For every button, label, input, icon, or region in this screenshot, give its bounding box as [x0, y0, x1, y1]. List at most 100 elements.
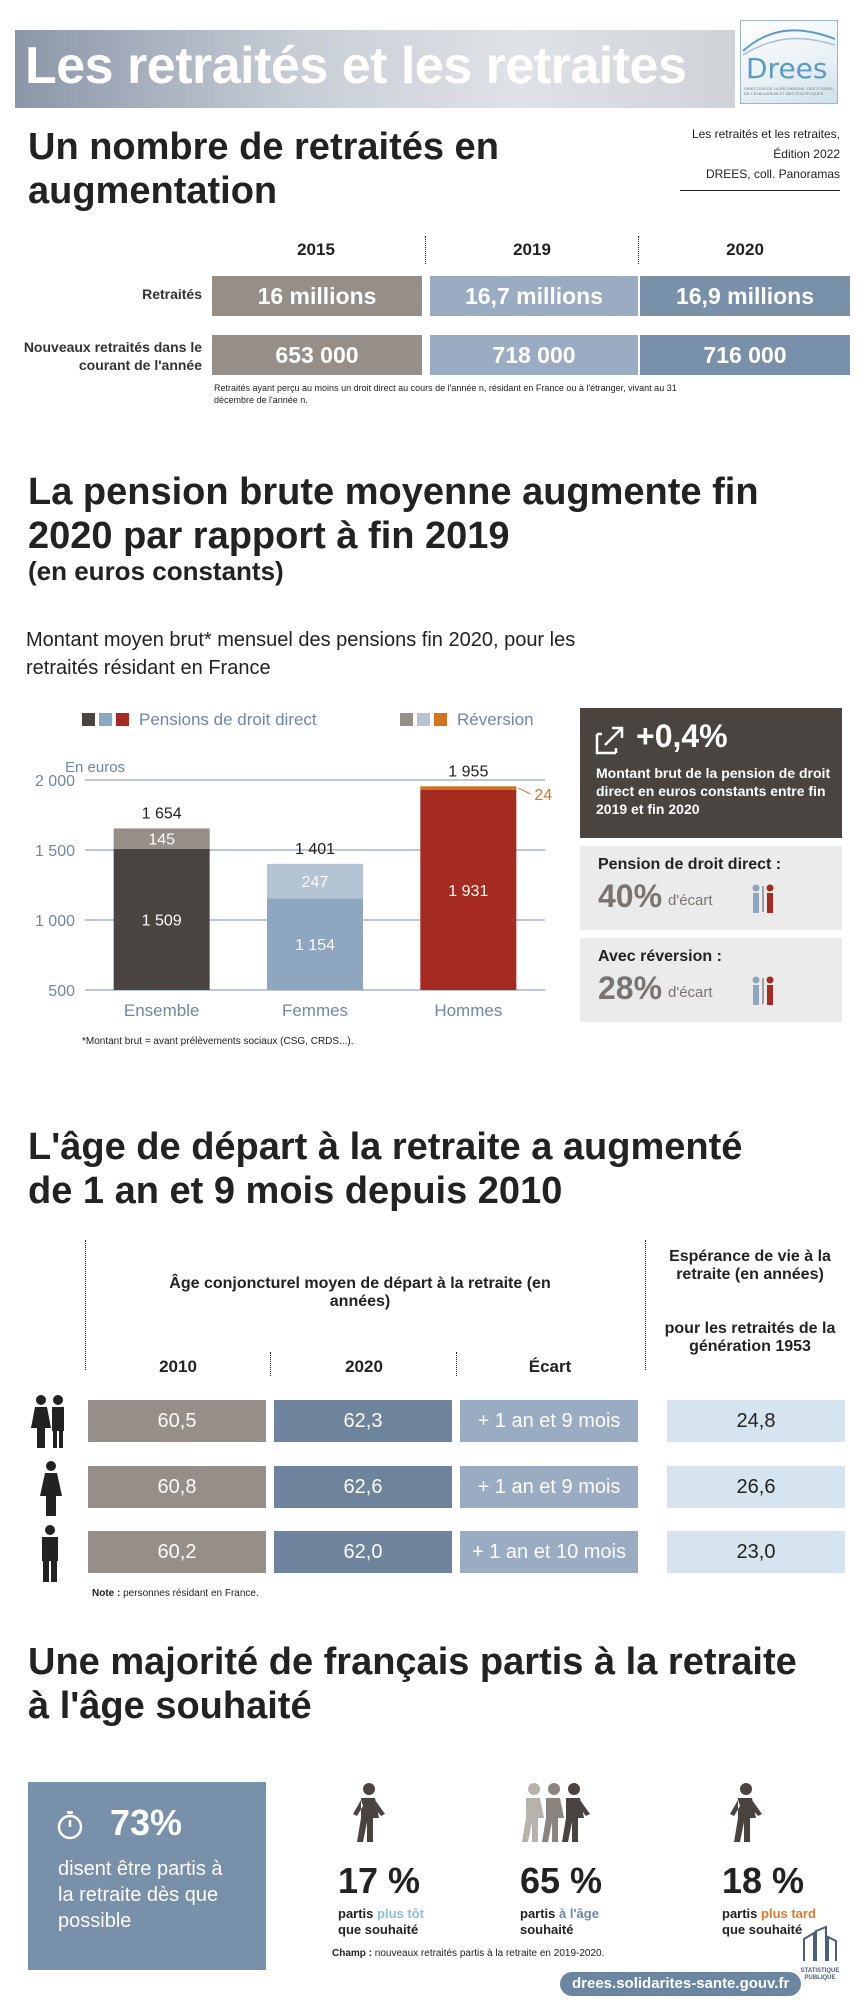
life-expectancy: 23,0: [667, 1531, 845, 1573]
bar-reversion-label: 24: [534, 787, 552, 804]
note-label: Note :: [92, 1588, 121, 1599]
stat-label-pre: partis: [520, 1906, 560, 1921]
stat-label-pre: partis: [338, 1906, 378, 1921]
bar-reversion-label: 247: [302, 874, 329, 891]
kpi-label: Avec réversion :: [598, 948, 722, 965]
kpi-text: Montant brut de la pension de droit dire…: [596, 765, 831, 817]
bar-reversion-label: 145: [148, 832, 175, 849]
stat-label-post: que souhaité: [722, 1922, 803, 1937]
trend-arrow-icon: [595, 726, 624, 755]
y-tick-label: 2 000: [35, 773, 75, 790]
x-tick-label: Hommes: [434, 1001, 502, 1020]
divider: [270, 1352, 271, 1376]
chart-description: Montant moyen brut* mensuel des pensions…: [26, 629, 576, 679]
bar-direct-label: 1 509: [142, 912, 182, 929]
source-line: Les retraités et les retraites,: [691, 127, 840, 141]
stat-label: partis plus tôt que souhaité: [338, 1906, 468, 1938]
value-cell: 16,9 millions: [640, 276, 850, 316]
legend-direct: Pensions de droit direct: [82, 710, 317, 730]
note-text: personnes résidant en France.: [120, 1588, 259, 1599]
website-link[interactable]: drees.solidarites-sante.gouv.fr: [560, 1972, 802, 1996]
stat-label-post: souhaité: [520, 1922, 574, 1937]
stat-value: 65 %: [520, 1860, 603, 1901]
life-expectancy: 24,8: [667, 1400, 845, 1442]
value-cell: 716 000: [640, 335, 850, 375]
section2-subtitle: (en euros constants): [28, 556, 284, 586]
bar-direct: [113, 848, 210, 990]
year-2019: 2019: [513, 240, 551, 259]
age-2020: 62,3: [274, 1400, 452, 1442]
value-cell: 16 millions: [212, 276, 422, 316]
main-stat-value: 73%: [110, 1802, 183, 1843]
section3-title: L'âge de départ à la retraite a augmenté…: [28, 1126, 743, 1212]
age-2020: 62,0: [274, 1531, 452, 1573]
col-2020: 2020: [345, 1357, 383, 1376]
pension-chart: En euros 500 1 000 1 500 2 000 1 509 145 1 654 E…: [35, 759, 552, 1020]
legend-swatch: [116, 713, 129, 726]
stat-label-post: que souhaité: [338, 1922, 419, 1937]
walker-icon: [353, 1783, 385, 1842]
champ-label: Champ :: [332, 1948, 372, 1959]
row-label-nouveaux: Nouveaux retraités dans le courant de l'…: [23, 339, 202, 373]
source-block: Les retraités et les retraites, Édition …: [680, 124, 840, 191]
row-label-retraites: Retraités: [142, 286, 202, 302]
x-tick-label: Ensemble: [124, 1001, 200, 1020]
source-line: Édition 2022: [773, 147, 840, 161]
champ-text: nouveaux retraités partis à la retraite …: [372, 1948, 605, 1959]
bar-reversion: [420, 786, 517, 790]
kpi-direct: Pension de droit direct : 40% d'écart: [580, 846, 842, 930]
stat-label: partis à l'âge souhaité: [520, 1906, 650, 1938]
statistique-publique-icon: [803, 1925, 837, 1961]
stat-label-highlight: plus tard: [761, 1906, 816, 1921]
stat-value: 17 %: [338, 1860, 421, 1901]
legend-reversion: Réversion: [400, 710, 534, 730]
bar-total-label: 1 654: [142, 805, 182, 822]
value-cell: 718 000: [430, 335, 638, 375]
legend-swatch: [99, 713, 112, 726]
value-cell: 653 000: [212, 335, 422, 375]
y-tick-label: 500: [48, 983, 75, 1000]
legend-swatch: [434, 713, 447, 726]
age-gap: + 1 an et 10 mois: [460, 1531, 638, 1573]
gender-icon: [752, 884, 774, 913]
source-line: DREES, coll. Panoramas: [705, 167, 840, 181]
main-stat-box: 73% disent être partis à la retraite dès…: [28, 1782, 266, 1970]
kpi-unit: d'écart: [668, 984, 713, 1001]
divider: [85, 1240, 86, 1370]
y-axis-label: En euros: [65, 759, 125, 776]
bar-total-label: 1 955: [448, 763, 488, 780]
legend-swatch: [82, 713, 95, 726]
age-header: Âge conjoncturel moyen de départ à la re…: [169, 1275, 551, 1310]
age-gap: + 1 an et 9 mois: [460, 1466, 638, 1508]
stat-value: 18 %: [722, 1860, 805, 1901]
kpi-unit: d'écart: [668, 892, 713, 909]
x-tick-label: Femmes: [282, 1001, 348, 1020]
section4-champ: Champ : nouveaux retraités partis à la r…: [332, 1948, 604, 1960]
kpi-reversion: Avec réversion : 28% d'écart: [580, 938, 842, 1022]
stat-label-highlight: plus tôt: [377, 1906, 424, 1921]
y-tick-label: 1 500: [35, 843, 75, 860]
gender-icon: [752, 976, 774, 1005]
header-banner: [15, 30, 735, 108]
kpi-evolution: +0,4% Montant brut de la pension de droi…: [580, 708, 842, 838]
bar-direct: [420, 789, 517, 990]
kpi-value: +0,4%: [636, 718, 728, 754]
year-2020: 2020: [726, 240, 764, 259]
reversion-leader: [518, 787, 531, 795]
bar-reversion: [113, 828, 210, 849]
section2-title: La pension brute moyenne augmente fin 20…: [28, 471, 759, 557]
divider: [645, 1240, 646, 1370]
col-ecart: Écart: [528, 1357, 572, 1376]
age-2020: 62,6: [274, 1466, 452, 1508]
stopwatch-icon: [57, 1811, 83, 1840]
bar-total-label: 1 401: [295, 841, 335, 858]
year-2015: 2015: [297, 240, 335, 259]
bar-direct-label: 1 154: [295, 937, 335, 954]
main-stat-text: disent être partis à la retraite dès que…: [58, 1858, 223, 1932]
couple-icon: [31, 1395, 64, 1448]
statistique-badge: STATISTIQUE PUBLIQUE: [800, 1968, 840, 1981]
kpi-label: Pension de droit direct :: [598, 856, 782, 873]
legend-label: Pensions de droit direct: [139, 710, 317, 729]
chart-footnote: *Montant brut = avant prélèvements socia…: [82, 1036, 354, 1047]
bar-reversion: [267, 863, 363, 899]
